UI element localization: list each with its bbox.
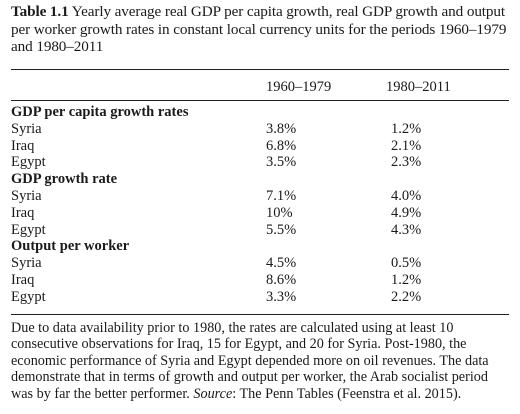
table-caption: Table 1.1 Yearly average real GDP per ca… [11, 3, 511, 56]
value-1960-1979: 6.8% [266, 137, 297, 154]
data-table: GDP per capita growth rates Syria 3.8% 1… [11, 104, 501, 306]
section-header-row: GDP per capita growth rates [11, 104, 501, 121]
source-text: : The Penn Tables (Feenstra et al. 2015)… [232, 385, 462, 402]
bottom-rule [11, 314, 509, 315]
table-row: Egypt 5.5% 4.3% [11, 222, 501, 239]
value-1960-1979: 3.5% [266, 154, 297, 171]
value-1960-1979: 3.3% [266, 288, 297, 305]
value-1980-2011: 2.1% [391, 137, 422, 154]
value-1980-2011: 0.5% [391, 255, 422, 272]
column-header-1980-2011: 1980–2011 [386, 79, 451, 95]
column-header-1960-1979: 1960–1979 [266, 79, 332, 95]
country-label: Egypt [11, 221, 46, 238]
value-1960-1979: 8.6% [266, 271, 297, 288]
table-row: Iraq 6.8% 2.1% [11, 138, 501, 155]
country-label: Syria [11, 120, 42, 137]
country-label: Syria [11, 187, 42, 204]
country-label: Iraq [11, 137, 35, 154]
source-label: Source [193, 385, 233, 402]
top-rule [11, 69, 509, 70]
table-row: Syria 7.1% 4.0% [11, 188, 501, 205]
table-row: Syria 3.8% 1.2% [11, 121, 501, 138]
table-row: Iraq 10% 4.9% [11, 205, 501, 222]
note-text: Due to data availability prior to 1980, … [11, 320, 489, 402]
value-1960-1979: 5.5% [266, 221, 297, 238]
section-title: Output per worker [11, 238, 130, 255]
table-row: Syria 4.5% 0.5% [11, 255, 501, 272]
table-row: Egypt 3.5% 2.3% [11, 154, 501, 171]
value-1980-2011: 1.2% [391, 120, 422, 137]
country-label: Iraq [11, 204, 35, 221]
country-label: Syria [11, 255, 42, 272]
value-1960-1979: 10% [266, 204, 293, 221]
section-header-row: Output per worker [11, 238, 501, 255]
value-1980-2011: 2.2% [391, 288, 422, 305]
country-label: Egypt [11, 288, 46, 305]
table-row: Egypt 3.3% 2.2% [11, 289, 501, 306]
header-rule [11, 100, 509, 101]
table-caption-text: Yearly average real GDP per capita growt… [11, 3, 507, 55]
value-1960-1979: 3.8% [266, 120, 297, 137]
value-1980-2011: 2.3% [391, 154, 422, 171]
section-title: GDP growth rate [11, 171, 118, 188]
country-label: Egypt [11, 154, 46, 171]
value-1980-2011: 4.0% [391, 187, 422, 204]
value-1980-2011: 4.3% [391, 221, 422, 238]
section-header-row: GDP growth rate [11, 171, 501, 188]
section-title: GDP per capita growth rates [11, 104, 189, 120]
value-1960-1979: 7.1% [266, 187, 297, 204]
value-1980-2011: 4.9% [391, 204, 422, 221]
value-1960-1979: 4.5% [266, 255, 297, 272]
table-note: Due to data availability prior to 1980, … [11, 320, 509, 402]
value-1980-2011: 1.2% [391, 271, 422, 288]
country-label: Iraq [11, 271, 35, 288]
table-number: Table 1.1 [11, 3, 69, 20]
table-row: Iraq 8.6% 1.2% [11, 272, 501, 289]
